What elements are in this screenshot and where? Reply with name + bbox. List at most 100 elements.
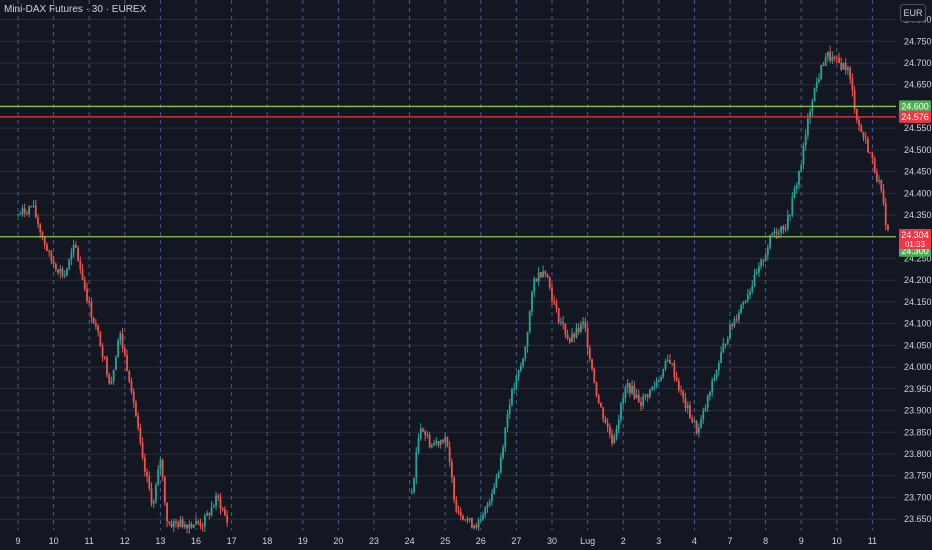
candle-body: [860, 125, 863, 132]
candle-body: [499, 457, 502, 473]
candle-body: [46, 244, 48, 251]
candle-body: [106, 357, 108, 375]
candle-body: [444, 437, 447, 443]
candle-body: [771, 233, 774, 235]
candle-body: [744, 300, 747, 303]
candle-body: [649, 389, 651, 398]
y-tick-label: 23.850: [904, 427, 932, 437]
candle-body: [177, 522, 180, 527]
candle-body: [669, 360, 671, 364]
symbol-title[interactable]: Mini-DAX Futures · 30 · EUREX: [4, 4, 147, 15]
candle-body: [782, 226, 785, 230]
y-tick-label: 23.800: [904, 449, 932, 459]
candle-body: [611, 434, 613, 444]
candle-body: [646, 394, 649, 398]
candle-body: [448, 447, 451, 462]
candle-body: [873, 158, 876, 173]
candle-body: [642, 395, 645, 406]
x-tick-label: 2: [621, 536, 626, 546]
candle-body: [493, 487, 496, 494]
candle-body: [827, 51, 829, 58]
candle-body: [602, 407, 605, 419]
candle-body: [417, 438, 420, 452]
candle-body: [700, 419, 702, 428]
candle-body: [439, 439, 442, 445]
candle-body: [735, 319, 738, 321]
candle-body: [88, 301, 91, 303]
candle-body: [117, 340, 120, 358]
candle-body: [477, 520, 480, 528]
candle-body: [488, 501, 491, 505]
candle-body: [424, 431, 427, 436]
candle-body: [802, 145, 805, 165]
level-price-label: 24.576: [901, 112, 929, 122]
currency-button[interactable]: EUR: [900, 4, 926, 22]
candle-body: [620, 403, 622, 420]
candle-body: [844, 63, 847, 71]
candle-body: [733, 319, 736, 327]
candle-body: [684, 398, 687, 408]
candle-body: [422, 428, 424, 432]
candle-body: [660, 377, 662, 381]
candle-body: [875, 172, 878, 182]
candle-body: [555, 303, 558, 309]
candle-body: [746, 294, 749, 301]
candle-body: [537, 272, 540, 282]
y-tick-label: 24.650: [904, 80, 932, 90]
candle-body: [686, 405, 689, 408]
candle-body: [729, 324, 731, 339]
y-tick-label: 24.500: [904, 145, 932, 155]
candle-body: [531, 291, 533, 312]
bar-countdown-label: 01:33: [905, 240, 926, 249]
x-tick-label: 8: [763, 536, 768, 546]
candle-body: [571, 333, 573, 343]
y-tick-label: 24.100: [904, 319, 932, 329]
candle-body: [121, 333, 124, 349]
candle-body: [539, 272, 542, 278]
candle-body: [433, 443, 435, 445]
candle-body: [769, 234, 771, 248]
candle-body: [644, 394, 647, 396]
candle-body: [419, 428, 422, 439]
candle-body: [831, 57, 834, 61]
candle-body: [542, 271, 544, 278]
x-tick-label: 27: [511, 536, 521, 546]
candle-body: [713, 377, 716, 381]
candle-body: [671, 363, 674, 365]
candle-body: [77, 247, 79, 261]
candle-body: [664, 361, 667, 369]
y-tick-label: 24.000: [904, 362, 932, 372]
candle-body: [110, 381, 113, 384]
y-tick-label: 24.250: [904, 253, 932, 263]
candle-body: [168, 521, 171, 524]
candle-body: [637, 394, 640, 403]
candle-body: [457, 511, 460, 513]
candle-body: [773, 231, 776, 234]
candle-body: [568, 338, 571, 343]
candle-body: [749, 291, 751, 295]
candle-body: [635, 394, 638, 399]
x-tick-label: 9: [799, 536, 804, 546]
candle-body: [702, 410, 705, 420]
candle-body: [653, 386, 656, 388]
candle-body: [806, 118, 809, 136]
candle-body: [553, 301, 556, 304]
candle-body: [517, 370, 520, 377]
candle-body: [838, 57, 840, 64]
candle-body: [462, 515, 464, 520]
candle-body: [882, 189, 885, 204]
candle-body: [815, 82, 818, 88]
y-tick-label: 24.750: [904, 36, 932, 46]
candle-body: [722, 343, 725, 353]
candle-body: [726, 338, 729, 344]
candle-body: [204, 515, 206, 527]
candle-body: [626, 383, 629, 388]
candle-body: [824, 57, 827, 67]
candle-body: [479, 519, 482, 521]
candle-body: [175, 520, 177, 523]
y-tick-label: 23.950: [904, 384, 932, 394]
candle-body: [37, 217, 39, 225]
candle-body: [72, 244, 75, 253]
candle-body: [867, 138, 869, 153]
